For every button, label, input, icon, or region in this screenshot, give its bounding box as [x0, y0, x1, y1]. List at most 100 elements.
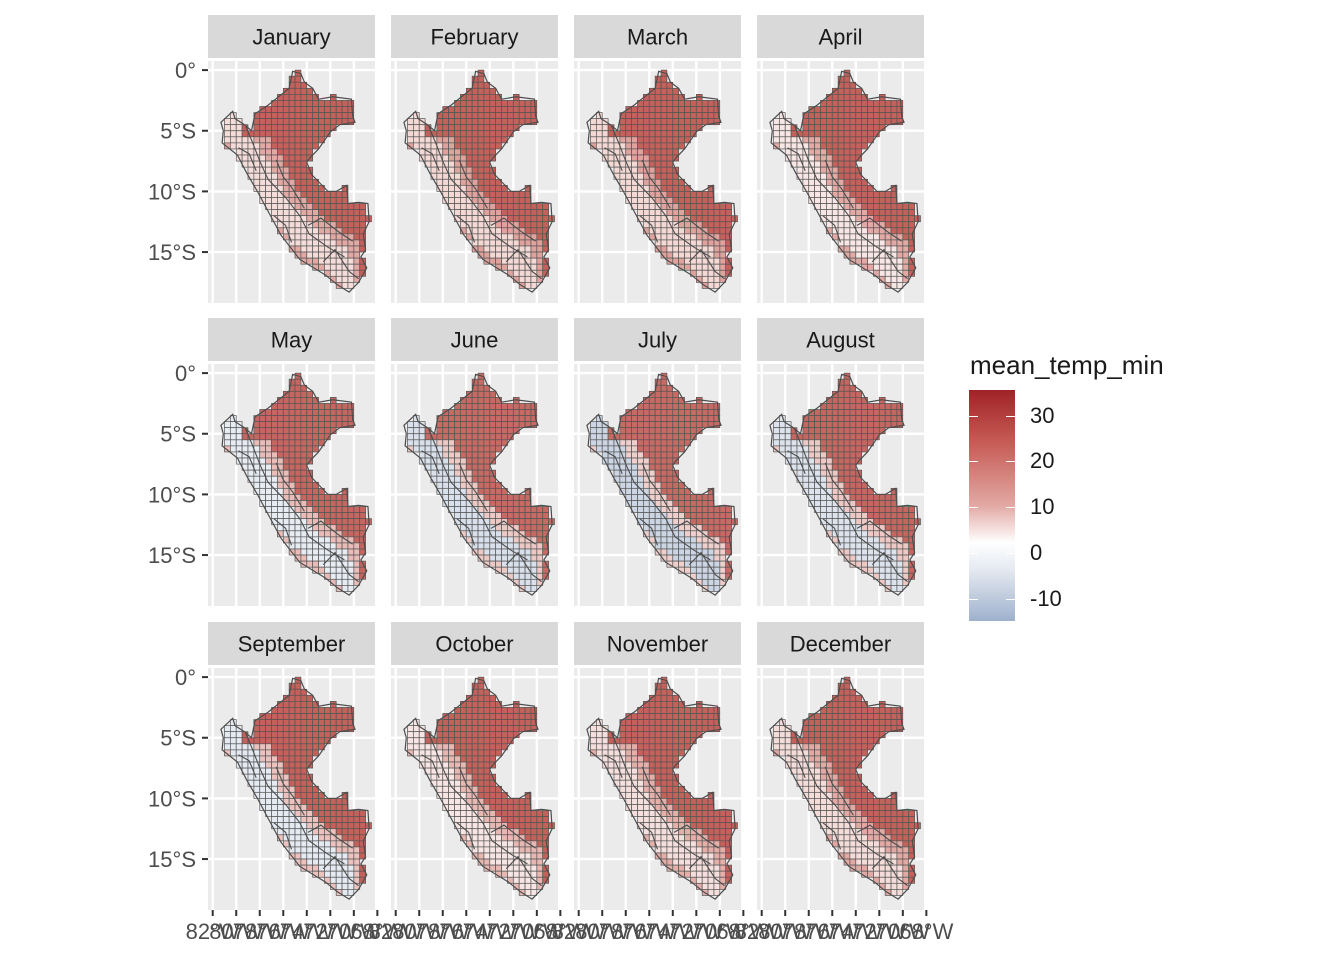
temperature-cell	[277, 415, 284, 422]
temperature-cell	[826, 427, 833, 435]
temperature-cell	[530, 834, 538, 842]
temperature-cell	[312, 512, 319, 520]
temperature-cell	[518, 233, 526, 241]
temperature-cell	[454, 421, 461, 429]
temperature-cell	[265, 773, 272, 781]
temperature-cell	[495, 560, 502, 568]
temperature-cell	[335, 840, 343, 848]
temperature-cell	[324, 403, 331, 410]
temperature-cell	[518, 572, 526, 580]
temperature-cell	[329, 221, 337, 229]
facet-strip	[574, 318, 741, 361]
temperature-cell	[530, 810, 538, 817]
temperature-cell	[908, 203, 915, 210]
temperature-cell	[884, 275, 892, 283]
temperature-cell	[884, 506, 892, 513]
temperature-cell	[465, 397, 473, 404]
temperature-cell	[873, 124, 880, 132]
temperature-cell	[855, 209, 863, 217]
temperature-cell	[324, 409, 331, 416]
temperature-cell	[265, 427, 272, 435]
temperature-cell	[294, 688, 302, 696]
temperature-cell	[778, 433, 786, 441]
temperature-cell	[501, 433, 508, 441]
temperature-cell	[831, 397, 839, 404]
temperature-cell	[672, 112, 680, 119]
y-tick-label: 15°S	[148, 847, 196, 872]
temperature-cell	[890, 512, 898, 520]
temperature-cell	[648, 457, 656, 465]
temperature-cell	[672, 184, 680, 192]
temperature-cell	[654, 743, 662, 751]
temperature-cell	[802, 124, 810, 132]
temperature-cell	[224, 743, 231, 751]
temperature-cell	[695, 810, 703, 817]
temperature-cell	[695, 713, 703, 720]
temperature-cell	[790, 433, 798, 441]
temperature-cell	[495, 798, 502, 805]
temperature-cell	[483, 469, 491, 477]
temperature-cell	[695, 536, 703, 544]
temperature-cell	[300, 106, 308, 113]
temperature-cell	[253, 172, 261, 180]
temperature-cell	[666, 142, 674, 150]
temperature-cell	[637, 713, 644, 720]
temperature-cell	[524, 215, 532, 223]
temperature-cell	[335, 518, 343, 526]
temperature-cell	[666, 512, 674, 520]
temperature-cell	[265, 148, 272, 156]
temperature-cell	[341, 816, 349, 824]
temperature-cell	[335, 719, 343, 726]
temperature-cell	[820, 421, 827, 429]
temperature-cell	[701, 506, 709, 513]
temperature-cell	[896, 118, 904, 126]
temperature-cell	[684, 227, 691, 235]
temperature-cell	[271, 737, 278, 745]
temperature-cell	[855, 427, 863, 435]
temperature-cell	[713, 725, 721, 733]
temperature-cell	[837, 403, 845, 410]
temperature-cell	[873, 263, 880, 271]
temperature-cell	[843, 506, 851, 513]
temperature-cell	[778, 130, 786, 138]
temperature-cell	[454, 494, 461, 501]
temperature-cell	[483, 233, 491, 241]
temperature-cell	[873, 427, 880, 435]
temperature-cell	[477, 755, 485, 763]
temperature-cell	[259, 779, 266, 787]
temperature-cell	[790, 136, 798, 144]
temperature-cell	[277, 178, 284, 186]
temperature-cell	[454, 773, 461, 781]
temperature-cell	[477, 409, 485, 416]
temperature-cell	[477, 160, 485, 168]
temperature-cell	[666, 427, 674, 435]
temperature-cell	[477, 245, 485, 253]
temperature-cell	[483, 427, 491, 435]
temperature-cell	[861, 130, 868, 138]
temperature-cell	[277, 445, 284, 453]
temperature-cell	[648, 487, 656, 495]
temperature-cell	[335, 191, 343, 198]
temperature-cell	[601, 130, 609, 138]
temperature-cell	[637, 755, 644, 763]
temperature-cell	[631, 118, 638, 126]
temperature-cell	[483, 840, 491, 848]
temperature-cell	[253, 779, 261, 787]
temperature-cell	[507, 112, 514, 119]
temperature-cell	[241, 737, 249, 745]
temperature-cell	[300, 767, 308, 775]
temperature-cell	[359, 816, 366, 824]
temperature-cell	[335, 233, 343, 241]
temperature-cell	[306, 487, 314, 495]
temperature-cell	[312, 197, 319, 204]
temperature-cell	[849, 415, 857, 422]
temperature-cell	[312, 494, 319, 501]
temperature-cell	[241, 130, 249, 138]
temperature-cell	[265, 804, 272, 811]
region-boundary	[275, 462, 305, 512]
temperature-cell	[814, 451, 821, 459]
temperature-cell	[678, 798, 685, 805]
temperature-cell	[814, 500, 821, 507]
temperature-cell	[701, 221, 709, 229]
